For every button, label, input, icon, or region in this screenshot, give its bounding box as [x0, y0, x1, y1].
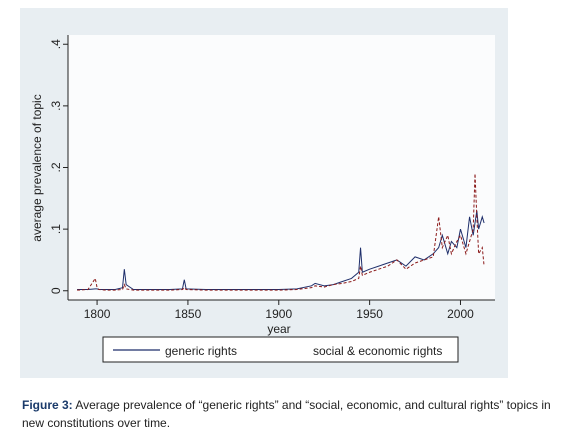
plot-area [68, 35, 495, 300]
caption: Figure 3: Average prevalence of “generic… [22, 396, 552, 432]
y-tick-label: 0 [49, 287, 63, 294]
legend [102, 336, 459, 363]
chart: year average prevalence of topic 0 .1 .2 .3… [20, 8, 508, 378]
x-axis-label: year [267, 322, 290, 336]
caption-text: Average prevalence of “generic rights” a… [22, 398, 551, 430]
legend-label: generic rights [165, 344, 237, 358]
x-tick-label: 2000 [447, 307, 474, 321]
x-tick-label: 1950 [356, 307, 383, 321]
series-line [77, 210, 485, 291]
y-tick-label: .1 [49, 224, 63, 234]
x-tick-label: 1850 [175, 307, 202, 321]
y-tick-label: .4 [49, 39, 63, 49]
x-tick-label: 1800 [84, 307, 111, 321]
legend-label: social & economic rights [313, 344, 442, 358]
y-tick-label: .2 [49, 162, 63, 172]
x-tick-label: 1900 [265, 307, 292, 321]
y-tick-label: .3 [49, 101, 63, 111]
y-axis-label: average prevalence of topic [30, 94, 44, 241]
caption-label: Figure 3: [22, 398, 73, 412]
